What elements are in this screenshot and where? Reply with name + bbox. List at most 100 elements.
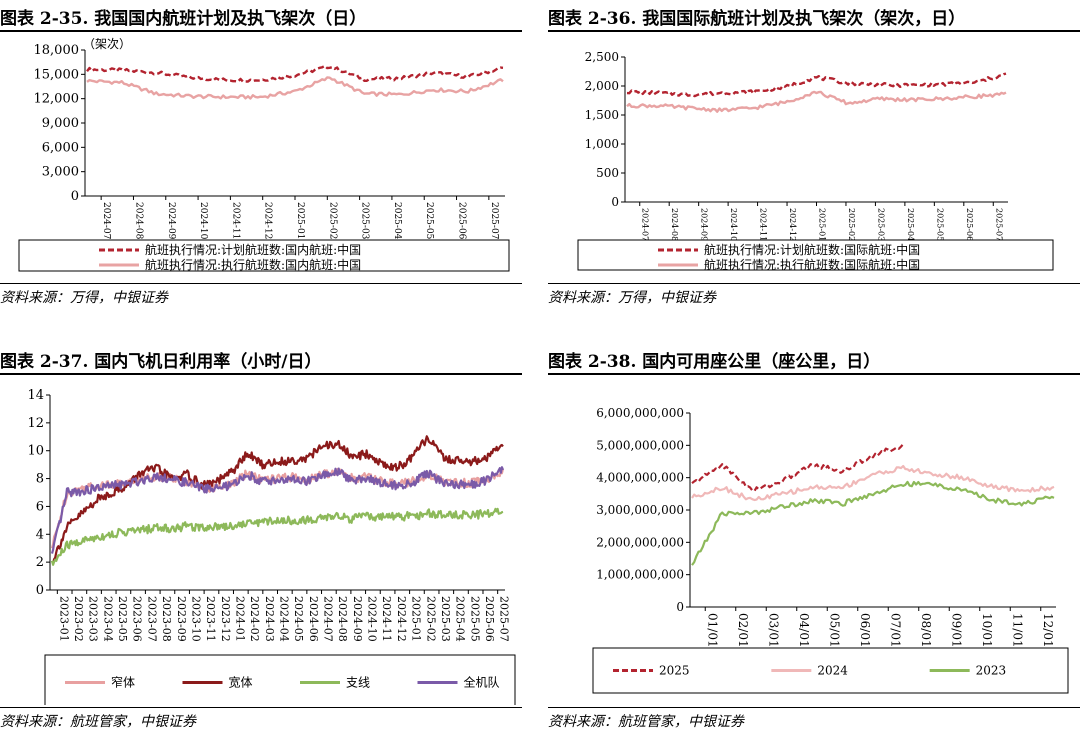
x-tick-label: 2024-04 bbox=[278, 596, 291, 642]
x-tick-label: 2023-01 bbox=[57, 596, 70, 642]
x-tick-label: 2025-01 bbox=[410, 596, 423, 642]
series-line-1 bbox=[626, 72, 1007, 98]
title-rule bbox=[548, 373, 1080, 375]
legend-label: 航班执行情况:计划航班数:国内航班:中国 bbox=[145, 242, 361, 257]
series-line-2 bbox=[51, 435, 504, 565]
y-tick-label: 15,000 bbox=[34, 67, 80, 82]
x-tick-label: 2025-02 bbox=[327, 202, 337, 239]
legend-label: 航班执行情况:执行航班数:国际航班:中国 bbox=[704, 257, 920, 272]
x-tick-label: 2023-03 bbox=[87, 596, 100, 642]
x-tick-label: 2024-09 bbox=[166, 202, 176, 240]
x-tick-label: 2025-06 bbox=[483, 596, 496, 642]
x-tick-label: 02/01 bbox=[736, 613, 750, 648]
title-rule bbox=[0, 373, 522, 375]
x-tick-label: 08/01 bbox=[919, 613, 933, 648]
x-tick-label: 2024-05 bbox=[292, 596, 305, 642]
x-tick-label: 04/01 bbox=[797, 613, 811, 648]
x-tick-label: 2024-10 bbox=[366, 596, 379, 642]
source-note: 资料来源：万得，中银证券 bbox=[0, 290, 168, 306]
legend-label: 2024 bbox=[817, 664, 848, 678]
y-tick-label: 6,000,000,000 bbox=[596, 406, 684, 420]
x-tick-label: 07/01 bbox=[888, 613, 902, 648]
legend-box bbox=[592, 647, 1069, 694]
x-tick-label: 2023-04 bbox=[101, 596, 114, 642]
legend-label: 宽体 bbox=[229, 675, 253, 690]
title-rule bbox=[548, 30, 1080, 32]
x-tick-label: 2025-06 bbox=[965, 208, 974, 241]
y-tick-label: 8 bbox=[36, 472, 44, 487]
x-tick-label: 2023-09 bbox=[175, 596, 188, 642]
source-note: 资料来源：航班管家，中银证券 bbox=[548, 714, 744, 730]
source-rule bbox=[0, 283, 522, 284]
series-line-1 bbox=[691, 443, 905, 493]
x-tick-label: 2024-12 bbox=[395, 596, 408, 642]
x-tick-label: 10/01 bbox=[980, 613, 994, 648]
legend-box bbox=[44, 654, 516, 705]
y-tick-label: 12,000 bbox=[34, 92, 80, 107]
x-tick-label: 2024-03 bbox=[263, 596, 276, 642]
y-tick-label: 0 bbox=[36, 583, 44, 598]
series-line-2 bbox=[691, 464, 1055, 502]
x-tick-label: 2024-12 bbox=[263, 202, 273, 239]
y-tick-label: 6,000 bbox=[42, 140, 79, 155]
x-tick-label: 2024-09 bbox=[700, 208, 709, 241]
x-tick-label: 2025-03 bbox=[876, 208, 885, 241]
title-rule bbox=[0, 30, 522, 32]
x-tick-label: 2024-10 bbox=[729, 208, 738, 241]
x-tick-label: 2025-03 bbox=[360, 202, 370, 240]
legend-label: 全机队 bbox=[464, 675, 500, 690]
y-axis-label: （架次） bbox=[83, 37, 131, 51]
x-tick-label: 2025-07 bbox=[994, 208, 1003, 241]
x-tick-label: 2023-08 bbox=[160, 596, 173, 642]
y-tick-label: 2,000 bbox=[585, 79, 619, 93]
legend-box bbox=[577, 239, 1054, 271]
series-line-2 bbox=[626, 90, 1007, 113]
y-tick-label: 4 bbox=[36, 527, 44, 542]
source-rule bbox=[548, 283, 1080, 284]
x-tick-label: 2025-04 bbox=[392, 202, 402, 240]
x-tick-label: 09/01 bbox=[949, 613, 963, 648]
source-rule bbox=[548, 707, 1080, 708]
x-tick-label: 2023-10 bbox=[189, 596, 202, 642]
domestic-flights-chart: 0 3,000 6,000 9,000 12,000 15,000 18,000 （架次） 20… bbox=[18, 37, 510, 272]
series-line-2 bbox=[86, 76, 504, 100]
legend-label: 航班执行情况:执行航班数:国内航班:中国 bbox=[145, 257, 361, 272]
x-tick-label: 01/01 bbox=[705, 613, 719, 648]
y-tick-label: 0 bbox=[611, 195, 619, 209]
y-tick-label: 14 bbox=[27, 388, 44, 403]
series-line-3 bbox=[691, 480, 1055, 566]
x-tick-label: 2025-05 bbox=[935, 208, 944, 241]
x-tick-label: 2024-06 bbox=[307, 596, 320, 642]
y-tick-label: 2,000,000,000 bbox=[596, 535, 684, 549]
x-tick-label: 06/01 bbox=[858, 613, 872, 648]
series-line-1 bbox=[86, 64, 504, 83]
panel-aircraft-utilization: 图表 2-37. 国内飞机日利用率（小时/日） 0 2 4 6 8 10 12 14 2023-… bbox=[0, 345, 522, 734]
y-tick-label: 3,000,000,000 bbox=[596, 503, 684, 517]
x-tick-label: 2023-07 bbox=[145, 596, 158, 642]
x-tick-label: 2024-01 bbox=[233, 596, 246, 642]
x-tick-label: 2025-04 bbox=[906, 208, 915, 241]
x-tick-label: 2025-05 bbox=[424, 202, 434, 240]
y-tick-label: 0 bbox=[71, 189, 79, 204]
x-tick-label: 2024-11 bbox=[380, 596, 393, 642]
y-tick-label: 6 bbox=[36, 499, 44, 514]
x-tick-label: 2025-02 bbox=[424, 596, 437, 642]
series-line-3 bbox=[50, 507, 504, 566]
international-flights-chart: 0 500 1,000 1,500 2,000 2,500 2024-07 2024-08 20… bbox=[577, 50, 1054, 272]
panel-international-flights: 图表 2-36. 我国国际航班计划及执飞架次（架次，日） 0 500 1,000 1,… bbox=[548, 0, 1080, 310]
x-tick-label: 2025-04 bbox=[454, 596, 467, 642]
x-tick-label: 2024-09 bbox=[351, 596, 364, 642]
legend-label: 2025 bbox=[659, 664, 690, 678]
x-tick-label: 2023-11 bbox=[204, 596, 217, 642]
series-line-4 bbox=[50, 466, 505, 554]
x-tick-label: 2023-06 bbox=[131, 596, 144, 642]
panel-title: 图表 2-38. 国内可用座公里（座公里，日） bbox=[548, 352, 881, 372]
legend-label: 支线 bbox=[346, 676, 370, 690]
legend-label: 2023 bbox=[976, 664, 1007, 678]
x-tick-label: 2024-12 bbox=[788, 208, 797, 241]
panel-title: 图表 2-37. 国内飞机日利用率（小时/日） bbox=[0, 352, 322, 372]
panel-title: 图表 2-35. 我国国内航班计划及执飞架次（日） bbox=[0, 9, 367, 29]
x-tick-label: 2025-05 bbox=[468, 596, 481, 642]
x-tick-label: 2024-02 bbox=[248, 596, 261, 642]
x-tick-label: 2024-11 bbox=[230, 202, 240, 239]
